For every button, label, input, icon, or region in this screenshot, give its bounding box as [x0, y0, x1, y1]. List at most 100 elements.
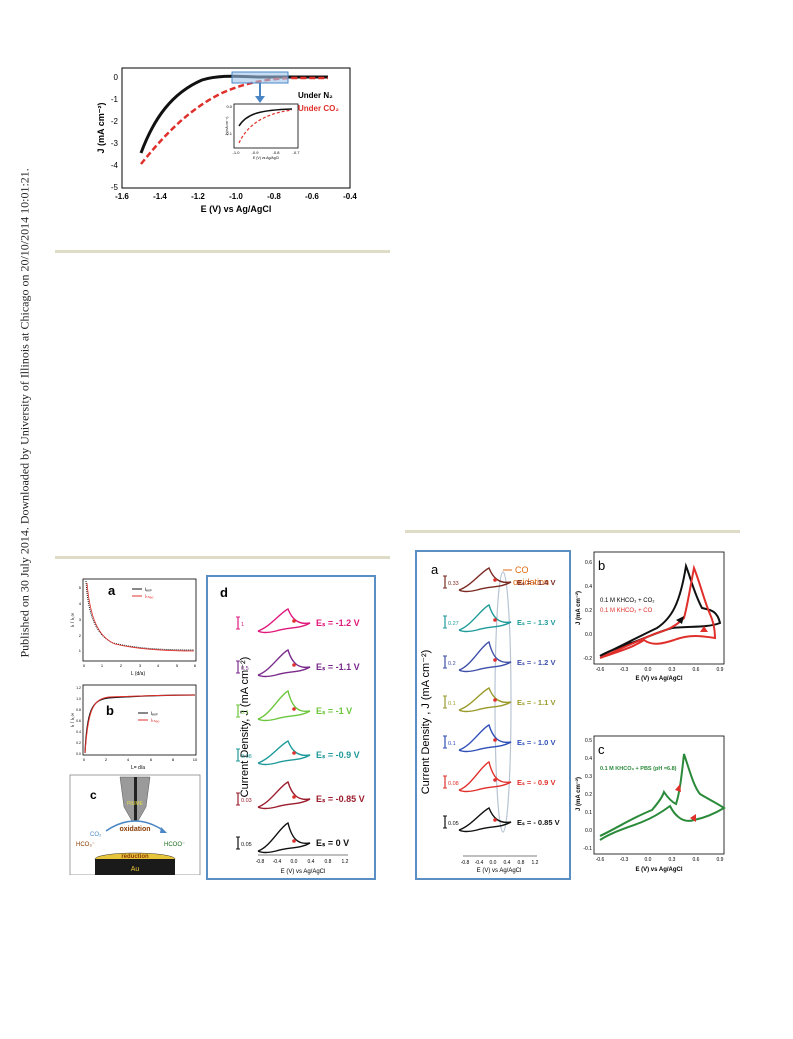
cv-curve — [458, 807, 512, 833]
scale-label: 0.1 — [241, 710, 249, 716]
es-label: Eₛ = -0.9 V — [316, 750, 360, 760]
x-tick: 0.3 — [669, 857, 676, 863]
x-tick: -0.6 — [596, 857, 605, 863]
es-label: Eₛ = - 1.2 V — [517, 658, 555, 667]
x-tick: -0.6 — [596, 667, 605, 673]
y-tick: 4 — [79, 601, 82, 606]
substrate-label: Au — [131, 866, 140, 873]
cv-co — [599, 564, 717, 659]
divider — [55, 556, 390, 559]
x-tick: 0.6 — [693, 857, 700, 863]
panel-c: c PtUME oxidation CO₂ HCO₃⁻ HCOO⁻ reduct… — [69, 774, 201, 875]
y-tick: -1 — [111, 95, 119, 104]
x-tick: 0.8 — [518, 860, 525, 866]
cv-curve — [458, 687, 512, 713]
x-tick: -0.4 — [343, 192, 357, 201]
oxidation-label: oxidation — [513, 577, 549, 587]
x-axis-label: E (V) vs Ag/AgCl — [635, 676, 682, 682]
cv-trace: 0.08 Eₛ = -0.9 V — [236, 740, 360, 766]
x-axis-label: E (V) vs Ag/AgCl — [635, 867, 682, 873]
es-label: Eₛ = - 0.9 V — [517, 778, 555, 787]
x-tick: 0.0 — [645, 857, 652, 863]
y-tick: 5 — [79, 585, 82, 590]
inset-y-label: J (mA cm⁻²) — [225, 117, 229, 136]
right-panel-a: a CO oxidation Current Density , J (mA c… — [420, 562, 560, 874]
marker — [292, 663, 296, 667]
x-axis-label: E (V) vs Ag/AgCl — [477, 868, 522, 874]
marker — [493, 618, 497, 622]
y-tick: 0.4 — [585, 584, 592, 590]
panel-label: b — [106, 703, 114, 718]
cv-curve — [257, 689, 311, 722]
x-tick: -1.6 — [115, 192, 129, 201]
x-tick: -0.4 — [273, 859, 282, 865]
reduction-label: reduction — [121, 854, 149, 860]
cv-curve — [257, 781, 311, 810]
y-tick: 0.4 — [76, 730, 81, 734]
cv-trace: 0.33 Eₛ = - 1.4 V — [443, 567, 555, 593]
cv-trace: 0.1 Eₛ = - 1.1 V — [443, 687, 555, 713]
scale-label: 0.27 — [448, 621, 459, 627]
x-tick: 10 — [193, 757, 198, 762]
cv-trace: 0.03 Eₛ = -0.85 V — [236, 781, 365, 810]
y-axis-label: iₜ / iₜ,∞ — [70, 712, 76, 727]
x-tick: -0.8 — [267, 192, 281, 201]
cv-trace: 0.27 Eₛ = - 1.3 V — [443, 604, 555, 633]
y-tick: -3 — [111, 139, 119, 148]
right-panel-a-frame: a CO oxidation Current Density , J (mA c… — [415, 550, 571, 880]
cv-curve — [458, 760, 512, 793]
y-axis-label: J (mA cm⁻²) — [575, 777, 582, 811]
scale-label: 0.03 — [241, 798, 252, 804]
y-tick: -4 — [111, 161, 119, 170]
es-label: Eₛ = -0.85 V — [316, 794, 365, 804]
y-tick-labels: 0 -1 -2 -3 -4 -5 — [111, 73, 119, 192]
x-tick: -1.0 — [229, 192, 243, 201]
x-tick: 0.6 — [693, 667, 700, 673]
x-axis-label: L (d/a) — [131, 671, 146, 677]
es-label: Eₛ = - 1.0 V — [517, 738, 555, 747]
divider — [405, 530, 740, 533]
x-tick: 0.9 — [717, 667, 724, 673]
oxidation-label: oxidation — [119, 826, 150, 833]
x-tick: 5 — [176, 663, 179, 668]
left-figure-abc: a iₑₓₚ iₜₕₑₒ 1 2 3 4 5 0 1 2 3 4 5 6 L (… — [69, 578, 201, 875]
es-label: Eₛ = -1.1 V — [316, 662, 360, 672]
legend-co2: 0.1 M KHCO₃ + CO₂ — [600, 598, 655, 604]
y-axis-label: iₜ / iₜ,∞ — [70, 612, 76, 627]
scale-label: 0.08 — [448, 781, 459, 787]
inset-y-tick: 0.0 — [226, 104, 232, 109]
arrow-icon — [675, 784, 681, 792]
x-tick: 1.2 — [532, 860, 539, 866]
scale-label: 0.1 — [448, 701, 456, 707]
y-tick: 0.4 — [585, 756, 592, 762]
x-tick: 0.4 — [308, 859, 315, 865]
cv-curve — [257, 608, 311, 634]
inset-plot: 0.0 -0.1 -1.0 -0.9 -0.8 -0.7 E (V) vs Ag… — [225, 103, 300, 160]
panel-label: a — [108, 583, 116, 598]
cv-trace: 1 Eₛ = -1.2 V — [236, 608, 360, 634]
marker — [292, 795, 296, 799]
y-tick: 1 — [79, 648, 82, 653]
x-tick: -0.3 — [620, 857, 629, 863]
y-tick: -5 — [111, 183, 119, 192]
x-tick: 3 — [139, 663, 142, 668]
scale-label: 0.1 — [448, 741, 456, 747]
x-tick: -0.3 — [620, 667, 629, 673]
panel-a: a iₑₓₚ iₜₕₑₒ 1 2 3 4 5 0 1 2 3 4 5 6 L (… — [70, 578, 197, 677]
co-label: CO — [515, 565, 529, 575]
cv-trace: 0.05 Eₛ = - 0.85 V — [443, 807, 560, 833]
arrow-icon — [160, 827, 167, 833]
arrow-icon — [690, 814, 696, 822]
cv-pbs — [599, 753, 726, 841]
y-tick: 0.0 — [76, 752, 81, 756]
y-tick: 0.0 — [585, 828, 592, 834]
x-tick: 0.3 — [669, 667, 676, 673]
divider — [55, 250, 390, 253]
d-traces: 1 Eₛ = -1.2 V0.5 Eₛ = -1.1 V0.1 Eₛ = -1 V0.… — [236, 608, 365, 854]
y-tick: 0.2 — [76, 741, 81, 745]
legend-n2: Under N₂ — [298, 91, 333, 100]
marker — [493, 778, 497, 782]
panel-label: b — [598, 558, 605, 573]
scale-label: 0.05 — [241, 842, 252, 848]
arrow-icon — [700, 626, 708, 632]
